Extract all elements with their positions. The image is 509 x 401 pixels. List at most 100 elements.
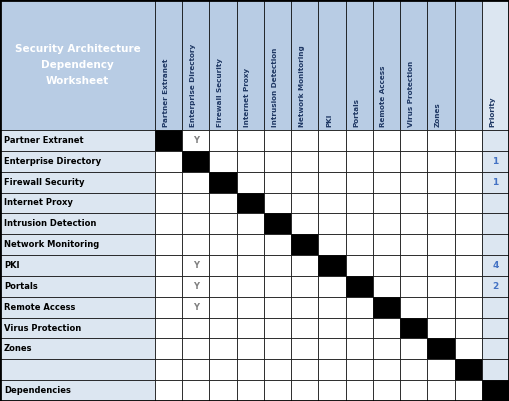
Text: Network Monitoring: Network Monitoring bbox=[299, 45, 305, 127]
Bar bbox=[373, 297, 400, 318]
Bar bbox=[373, 130, 400, 151]
Text: PKI: PKI bbox=[4, 261, 19, 270]
Bar bbox=[482, 0, 509, 130]
Text: Partner Extranet: Partner Extranet bbox=[4, 136, 83, 145]
Bar bbox=[346, 192, 373, 213]
Text: PKI: PKI bbox=[326, 113, 332, 127]
Bar bbox=[319, 338, 346, 359]
Bar bbox=[428, 172, 455, 192]
Bar bbox=[373, 0, 400, 130]
Bar bbox=[264, 172, 291, 192]
Bar bbox=[373, 192, 400, 213]
Bar bbox=[482, 192, 509, 213]
Bar bbox=[455, 213, 482, 234]
Bar bbox=[237, 234, 264, 255]
Bar bbox=[428, 0, 455, 130]
Bar bbox=[291, 213, 319, 234]
Bar bbox=[210, 338, 237, 359]
Bar bbox=[237, 192, 264, 213]
Bar bbox=[291, 151, 319, 172]
Bar bbox=[182, 359, 210, 380]
Text: Y: Y bbox=[193, 303, 199, 312]
Bar bbox=[0, 0, 155, 130]
Bar bbox=[155, 297, 182, 318]
Bar bbox=[155, 172, 182, 192]
Bar bbox=[291, 255, 319, 276]
Text: Zones: Zones bbox=[4, 344, 33, 353]
Bar bbox=[0, 130, 155, 151]
Text: 1: 1 bbox=[492, 157, 498, 166]
Bar bbox=[210, 0, 237, 130]
Bar bbox=[264, 130, 291, 151]
Bar bbox=[373, 318, 400, 338]
Bar bbox=[319, 276, 346, 297]
Bar bbox=[400, 0, 428, 130]
Bar bbox=[291, 338, 319, 359]
Bar bbox=[319, 130, 346, 151]
Bar bbox=[291, 318, 319, 338]
Bar bbox=[182, 318, 210, 338]
Text: Zones: Zones bbox=[435, 102, 441, 127]
Bar bbox=[210, 276, 237, 297]
Bar bbox=[319, 380, 346, 401]
Bar bbox=[237, 151, 264, 172]
Bar bbox=[264, 213, 291, 234]
Bar bbox=[237, 255, 264, 276]
Bar bbox=[155, 359, 182, 380]
Bar bbox=[0, 359, 155, 380]
Bar bbox=[455, 380, 482, 401]
Bar bbox=[373, 255, 400, 276]
Bar bbox=[155, 276, 182, 297]
Bar bbox=[0, 276, 155, 297]
Bar bbox=[455, 318, 482, 338]
Bar bbox=[400, 318, 428, 338]
Text: Portals: Portals bbox=[353, 98, 359, 127]
Bar bbox=[264, 318, 291, 338]
Bar bbox=[237, 338, 264, 359]
Bar bbox=[155, 213, 182, 234]
Text: Enterprise Directory: Enterprise Directory bbox=[4, 157, 101, 166]
Bar bbox=[291, 172, 319, 192]
Bar bbox=[155, 338, 182, 359]
Bar bbox=[155, 0, 182, 130]
Bar bbox=[237, 276, 264, 297]
Bar bbox=[0, 255, 155, 276]
Bar bbox=[0, 380, 155, 401]
Bar bbox=[155, 380, 182, 401]
Bar bbox=[182, 380, 210, 401]
Bar bbox=[400, 338, 428, 359]
Bar bbox=[237, 297, 264, 318]
Bar bbox=[482, 255, 509, 276]
Bar bbox=[482, 151, 509, 172]
Bar bbox=[264, 0, 291, 130]
Bar bbox=[373, 172, 400, 192]
Bar bbox=[182, 213, 210, 234]
Bar bbox=[482, 338, 509, 359]
Bar bbox=[210, 213, 237, 234]
Bar bbox=[428, 359, 455, 380]
Bar bbox=[482, 213, 509, 234]
Bar bbox=[182, 255, 210, 276]
Bar bbox=[291, 380, 319, 401]
Bar bbox=[482, 297, 509, 318]
Bar bbox=[0, 151, 155, 172]
Bar bbox=[264, 234, 291, 255]
Bar bbox=[482, 172, 509, 192]
Text: Internet Proxy: Internet Proxy bbox=[244, 68, 250, 127]
Bar bbox=[182, 172, 210, 192]
Bar bbox=[0, 192, 155, 213]
Bar bbox=[428, 318, 455, 338]
Text: Network Monitoring: Network Monitoring bbox=[4, 240, 99, 249]
Bar bbox=[373, 338, 400, 359]
Bar bbox=[482, 359, 509, 380]
Bar bbox=[182, 276, 210, 297]
Bar bbox=[210, 151, 237, 172]
Bar bbox=[400, 172, 428, 192]
Bar bbox=[346, 318, 373, 338]
Bar bbox=[264, 255, 291, 276]
Bar bbox=[346, 213, 373, 234]
Text: Remote Access: Remote Access bbox=[4, 303, 75, 312]
Bar bbox=[237, 318, 264, 338]
Bar bbox=[155, 192, 182, 213]
Bar bbox=[428, 234, 455, 255]
